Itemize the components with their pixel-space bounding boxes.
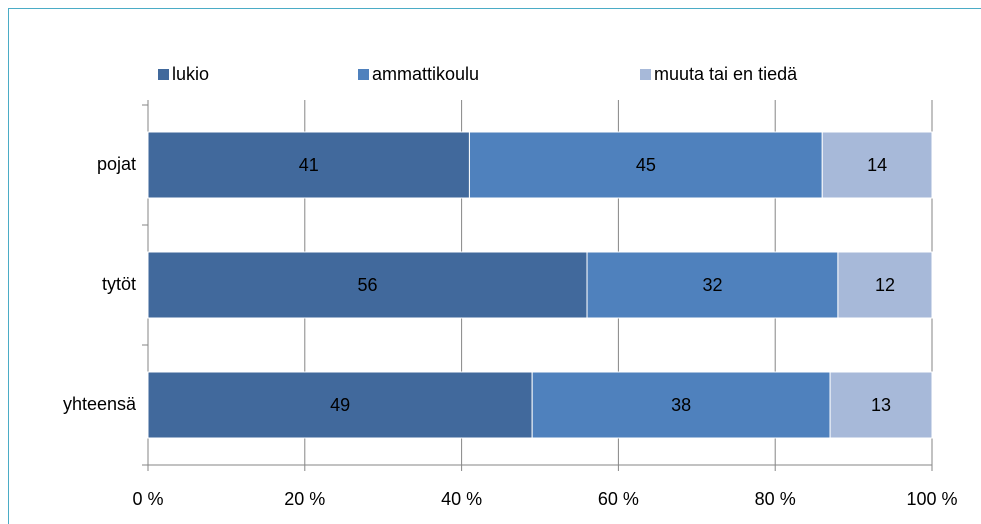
data-label: 32 bbox=[702, 275, 722, 295]
x-tick-label: 0 % bbox=[132, 489, 163, 509]
data-label: 12 bbox=[875, 275, 895, 295]
bar-segment bbox=[147, 371, 533, 439]
data-label: 56 bbox=[358, 275, 378, 295]
y-tick-label: yhteensä bbox=[63, 394, 137, 414]
bar-segment bbox=[147, 251, 588, 319]
legend-label: ammattikoulu bbox=[372, 64, 479, 84]
data-label: 45 bbox=[636, 155, 656, 175]
data-label: 49 bbox=[330, 395, 350, 415]
y-tick-label: pojat bbox=[97, 154, 136, 174]
legend-swatch bbox=[158, 69, 169, 80]
bar-segment bbox=[147, 131, 470, 199]
data-label: 14 bbox=[867, 155, 887, 175]
legend-label: muuta tai en tiedä bbox=[654, 64, 798, 84]
x-tick-label: 20 % bbox=[284, 489, 325, 509]
bar-segment bbox=[821, 131, 933, 199]
legend-label: lukio bbox=[172, 64, 209, 84]
y-tick-label: tytöt bbox=[102, 274, 136, 294]
data-label: 41 bbox=[299, 155, 319, 175]
legend-swatch bbox=[358, 69, 369, 80]
bar-segment bbox=[468, 131, 823, 199]
x-tick-label: 40 % bbox=[441, 489, 482, 509]
bar-segment bbox=[829, 371, 933, 439]
x-tick-label: 80 % bbox=[755, 489, 796, 509]
bar-segment bbox=[586, 251, 839, 319]
x-tick-label: 60 % bbox=[598, 489, 639, 509]
data-label: 38 bbox=[671, 395, 691, 415]
legend-swatch bbox=[640, 69, 651, 80]
bar-segment bbox=[837, 251, 933, 319]
x-tick-label: 100 % bbox=[906, 489, 957, 509]
bar-segment bbox=[531, 371, 831, 439]
data-label: 13 bbox=[871, 395, 891, 415]
